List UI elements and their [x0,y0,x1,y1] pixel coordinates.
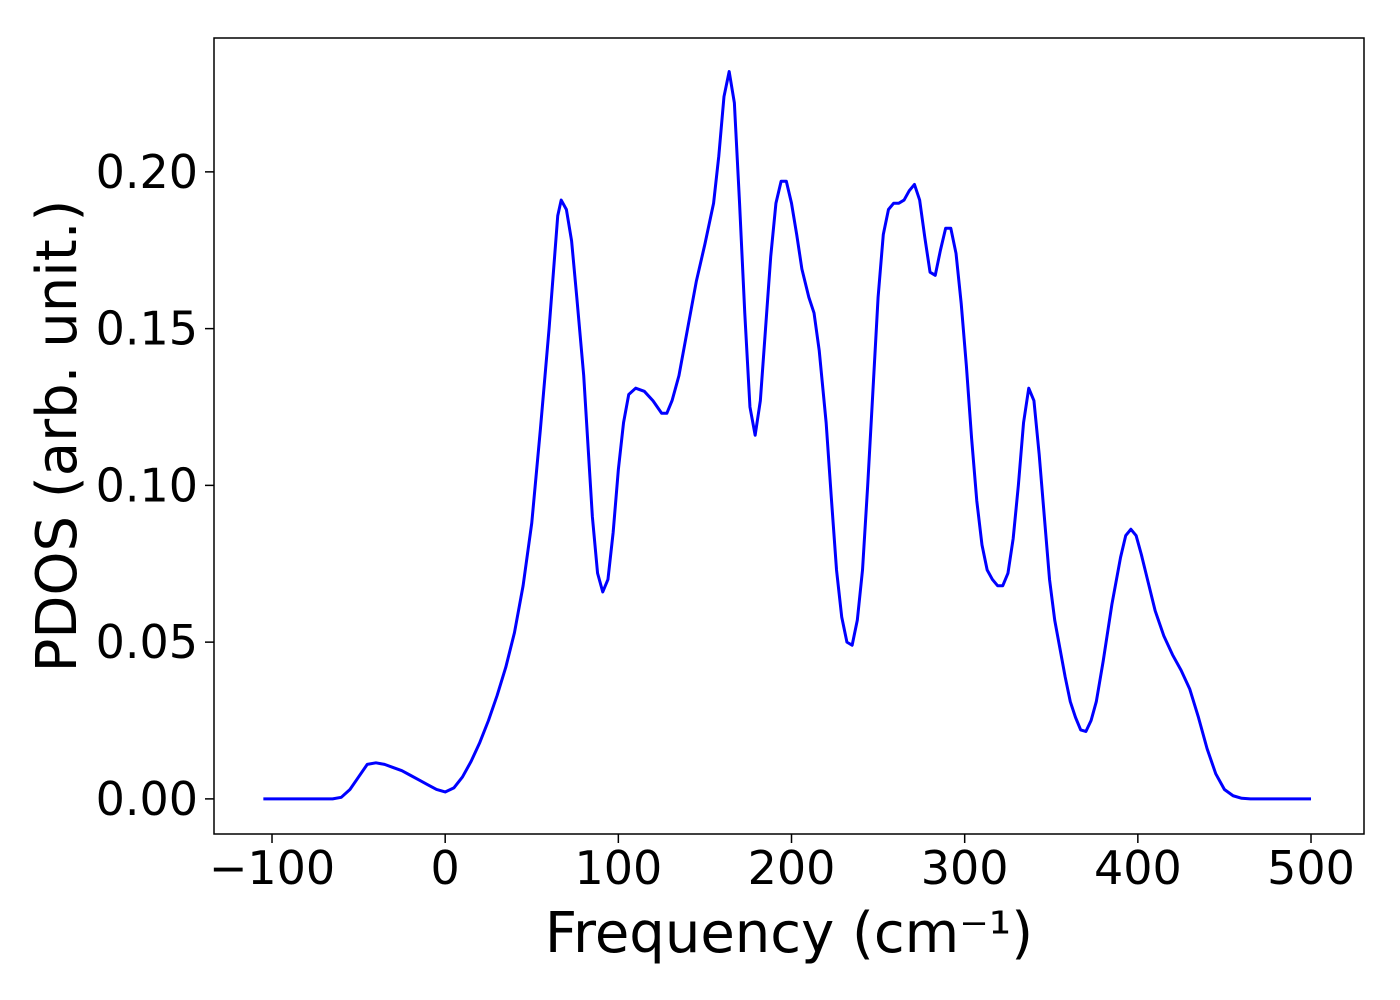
x-axis-label: Frequency (cm⁻¹) [545,901,1033,966]
y-tick-label: 0.05 [96,615,198,669]
x-tick-label: 100 [574,841,662,895]
x-tick-label: 300 [921,841,1009,895]
x-tick-label: 0 [431,841,460,895]
plot-frame [213,37,1365,835]
x-tick-label: 200 [748,841,836,895]
line [263,70,1312,801]
y-tick-label: 0.15 [96,302,198,356]
x-tick-label: 500 [1267,841,1355,895]
y-axis-label: PDOS (arb. unit.) [25,200,90,673]
y-tick-label: 0.00 [96,772,198,826]
y-tick-label: 0.20 [96,145,198,199]
x-tick-label: 400 [1094,841,1182,895]
y-tick-label: 0.10 [96,458,198,512]
x-tick-label: −100 [209,841,335,895]
